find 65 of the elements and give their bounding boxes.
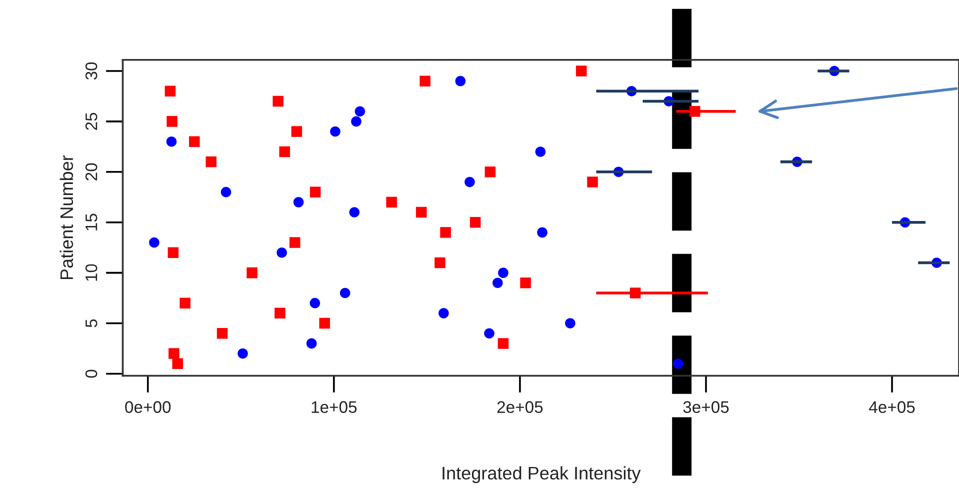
point <box>438 308 449 318</box>
point <box>498 268 508 278</box>
y-tick-label: 30 <box>85 62 98 80</box>
point <box>498 338 509 349</box>
point <box>434 257 446 268</box>
x-tick-label: 4e+05 <box>869 401 915 413</box>
point <box>672 358 684 369</box>
point <box>470 216 481 228</box>
point <box>416 206 427 218</box>
point <box>291 126 302 137</box>
point <box>168 247 179 258</box>
point <box>386 196 397 208</box>
point <box>272 96 284 107</box>
point <box>168 348 180 359</box>
point <box>310 186 321 198</box>
point <box>520 278 531 288</box>
point <box>220 186 232 198</box>
point <box>492 278 503 288</box>
point <box>164 86 176 97</box>
point <box>166 116 178 127</box>
x-tick-label: 0e+00 <box>125 401 171 413</box>
point <box>464 176 475 188</box>
y-axis-title: Patient Number <box>60 155 74 280</box>
y-tick-label: 15 <box>86 214 98 230</box>
point <box>216 328 228 339</box>
point <box>455 76 466 86</box>
point <box>306 338 317 349</box>
y-tick-label: 20 <box>85 163 98 180</box>
point <box>349 207 360 218</box>
y-tick-label: 10 <box>85 264 98 281</box>
point <box>354 106 366 116</box>
y-tick-label: 0 <box>85 370 98 378</box>
x-tick-label: 1e+05 <box>312 401 357 413</box>
x-tick-label: 2e+05 <box>497 401 543 413</box>
point <box>172 358 184 370</box>
point <box>238 348 248 359</box>
point <box>279 146 290 158</box>
point <box>351 116 362 127</box>
x-tick-label: 3e+05 <box>683 401 729 413</box>
point <box>587 176 598 188</box>
point <box>293 197 304 208</box>
point <box>484 328 494 339</box>
point <box>180 298 190 308</box>
point <box>289 237 300 248</box>
point <box>330 126 340 137</box>
point <box>274 308 286 319</box>
point <box>149 237 160 248</box>
point <box>246 267 258 278</box>
point <box>420 76 430 86</box>
y-tick-label: 5 <box>86 319 98 328</box>
point <box>537 227 548 238</box>
point <box>276 247 287 258</box>
point <box>166 136 177 147</box>
point <box>440 227 451 238</box>
point <box>565 318 576 328</box>
point <box>189 136 200 147</box>
y-tick-label: 25 <box>85 112 98 130</box>
point <box>310 298 320 308</box>
point <box>576 66 587 76</box>
point <box>319 318 330 329</box>
x-axis-title: Integrated Peak Intensity <box>442 466 641 484</box>
point <box>484 166 496 178</box>
point <box>206 156 216 168</box>
point <box>340 288 350 298</box>
point <box>535 146 546 157</box>
